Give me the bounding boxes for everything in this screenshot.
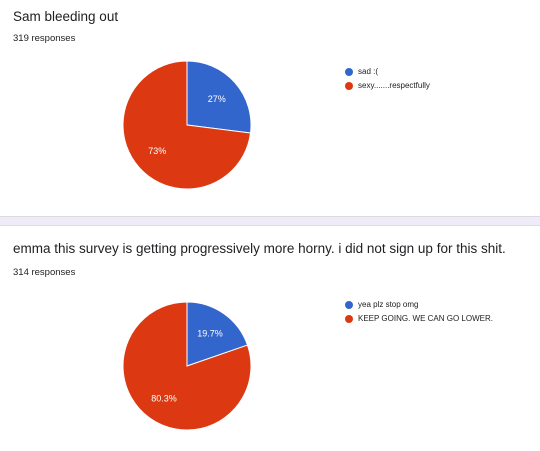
legend-item[interactable]: yea plz stop omg <box>345 298 493 311</box>
legend-swatch-icon <box>345 300 353 309</box>
legend-label: sexy.......respectfully <box>358 81 430 90</box>
pie-slice[interactable] <box>186 60 252 134</box>
pie-chart: 19.7% 80.3% <box>122 301 252 431</box>
question-title: Sam bleeding out <box>13 9 119 24</box>
legend-swatch-icon <box>345 314 353 323</box>
slice-percent-label: 19.7% <box>197 329 223 339</box>
slice-percent-label: 80.3% <box>151 393 177 403</box>
legend-label: sad :( <box>358 67 379 76</box>
card-separator <box>0 217 540 225</box>
legend-item[interactable]: sad :( <box>345 65 430 78</box>
chart-legend: yea plz stop omg KEEP GOING. WE CAN GO L… <box>345 298 493 326</box>
slice-percent-label: 27% <box>208 94 226 104</box>
legend-item[interactable]: KEEP GOING. WE CAN GO LOWER. <box>345 312 493 325</box>
pie-slice[interactable] <box>122 301 252 431</box>
legend-item[interactable]: sexy.......respectfully <box>345 79 430 92</box>
legend-label: KEEP GOING. WE CAN GO LOWER. <box>358 314 493 323</box>
question-title: emma this survey is getting progressivel… <box>13 241 506 256</box>
legend-swatch-icon <box>345 67 353 76</box>
pie-chart: 27% 73% <box>122 60 252 190</box>
slice-percent-label: 73% <box>148 146 166 156</box>
survey-question-card-2: emma this survey is getting progressivel… <box>0 225 540 451</box>
chart-legend: sad :( sexy.......respectfully <box>345 65 430 93</box>
survey-question-card-1: Sam bleeding out 319 responses 27% 73% sa… <box>0 0 540 217</box>
response-count: 314 responses <box>13 267 76 278</box>
pie-slice[interactable] <box>122 60 252 190</box>
legend-swatch-icon <box>345 81 353 90</box>
legend-label: yea plz stop omg <box>358 300 419 309</box>
response-count: 319 responses <box>13 33 76 44</box>
